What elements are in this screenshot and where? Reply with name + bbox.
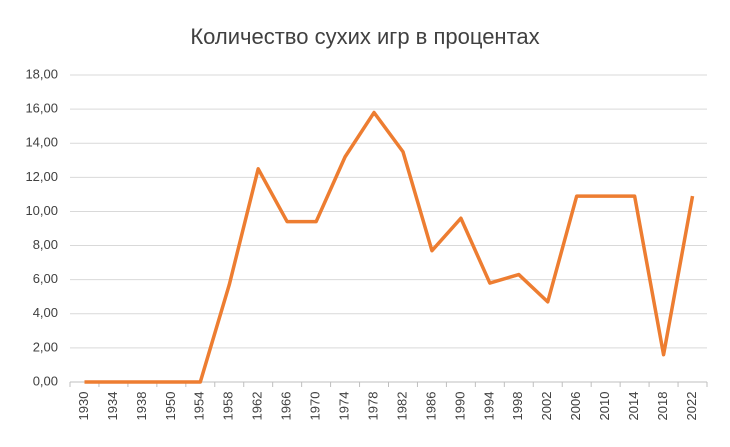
y-tick-label: 8,00	[33, 237, 58, 252]
chart-title: Количество сухих игр в процентах	[190, 24, 539, 49]
y-tick-label: 0,00	[33, 373, 58, 388]
y-tick-label: 2,00	[33, 339, 58, 354]
y-tick-label: 16,00	[25, 101, 58, 116]
y-tick-label: 12,00	[25, 169, 58, 184]
y-tick-label: 18,00	[25, 66, 58, 81]
x-tick-label: 2018	[655, 392, 670, 421]
x-tick-label: 1950	[163, 392, 178, 421]
x-tick-label: 1970	[308, 392, 323, 421]
x-tick-label: 1982	[394, 392, 409, 421]
y-tick-label: 10,00	[25, 203, 58, 218]
x-tick-label: 2002	[539, 392, 554, 421]
x-tick-label: 1966	[279, 392, 294, 421]
y-tick-label: 14,00	[25, 135, 58, 150]
x-tick-label: 2010	[597, 392, 612, 421]
x-tick-label: 1930	[76, 392, 91, 421]
x-tick-label: 1938	[134, 392, 149, 421]
x-tick-label: 2022	[684, 392, 699, 421]
x-tick-label: 1990	[452, 392, 467, 421]
x-tick-label: 1978	[365, 392, 380, 421]
x-tick-label: 1986	[423, 392, 438, 421]
x-tick-label: 1954	[192, 392, 207, 421]
data-line	[84, 110, 695, 384]
y-tick-label: 4,00	[33, 305, 58, 320]
x-tick-label: 1934	[105, 392, 120, 421]
x-tick-label: 1962	[250, 392, 265, 421]
x-tick-label: 2014	[626, 392, 641, 421]
y-tick-label: 6,00	[33, 271, 58, 286]
x-tick-label: 1958	[221, 392, 236, 421]
x-tick-label: 2006	[568, 392, 583, 421]
x-tick-label: 1994	[481, 392, 496, 421]
x-tick-label: 1998	[510, 392, 525, 421]
x-tick-label: 1974	[337, 392, 352, 421]
